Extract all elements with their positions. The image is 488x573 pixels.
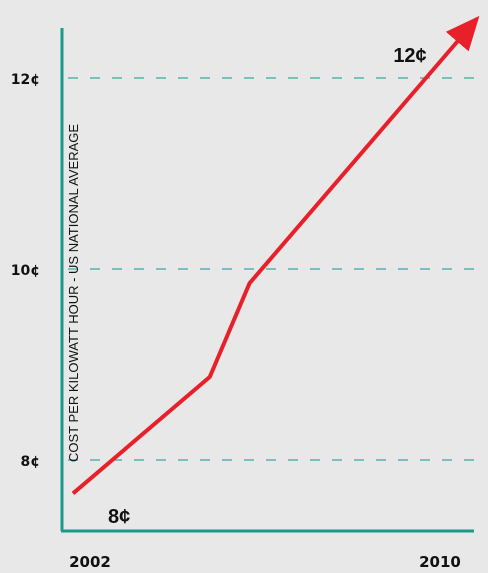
axes — [60, 28, 474, 533]
y-tick-label: 12¢ — [11, 72, 40, 88]
gridlines — [68, 77, 474, 461]
x-tick-labels: 2002 2010 — [69, 553, 461, 571]
x-tick-label: 2010 — [419, 553, 461, 571]
y-axis-label: COST PER KILOWATT HOUR - US NATIONAL AVE… — [66, 124, 81, 462]
y-tick-label: 8¢ — [21, 454, 40, 470]
series-layer — [71, 15, 480, 495]
data-labels: 8¢ 12¢ — [108, 45, 427, 528]
y-tick-label: 10¢ — [11, 263, 40, 279]
x-tick-label: 2002 — [69, 553, 111, 571]
series-line-0 — [71, 15, 480, 495]
data-label: 12¢ — [393, 45, 426, 67]
data-label: 8¢ — [108, 506, 130, 528]
y-tick-labels: 8¢ 10¢ 12¢ — [11, 72, 40, 470]
